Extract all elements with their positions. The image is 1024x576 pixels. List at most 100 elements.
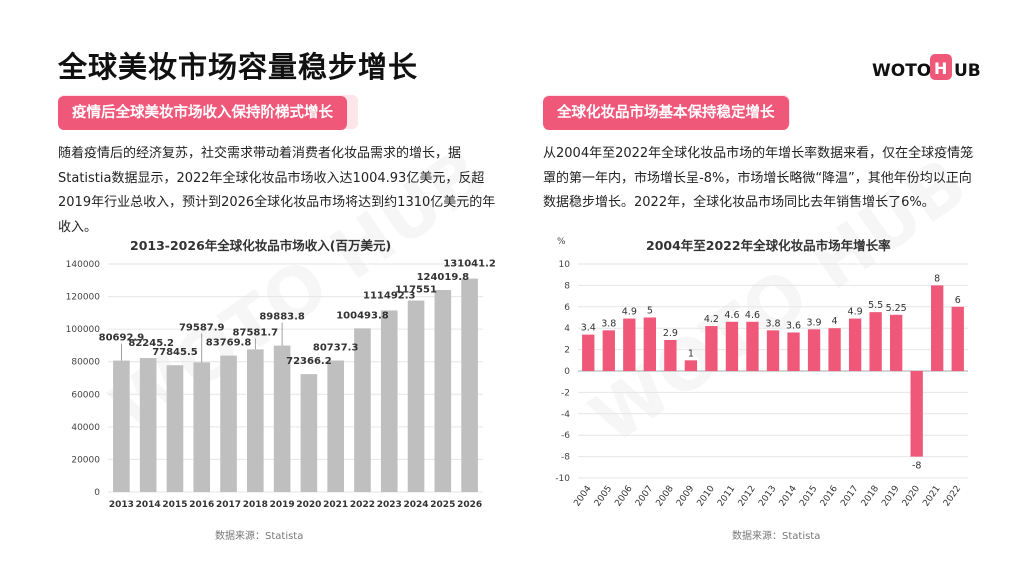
y-tick-label: 20000 [71, 455, 100, 465]
data-label: 79587.9 [179, 322, 225, 333]
growth-bar [931, 285, 944, 371]
x-tick-label: 2019 [270, 500, 295, 510]
y-unit-label: % [557, 237, 566, 247]
x-tick-label: 2011 [716, 484, 737, 508]
growth-bar [910, 371, 923, 457]
data-label: 6 [955, 295, 961, 306]
x-tick-label: 2019 [880, 484, 901, 509]
data-label: 124019.8 [417, 272, 470, 283]
data-label: 1 [688, 348, 694, 359]
data-label: 4 [832, 316, 838, 327]
revenue-bar [327, 360, 344, 492]
revenue-bar [273, 345, 291, 492]
growth-bar [807, 329, 821, 371]
x-tick-label: 2016 [819, 484, 840, 509]
growth-bar [848, 318, 862, 371]
data-label: 100493.8 [336, 310, 389, 321]
growth-bar [623, 318, 636, 371]
y-tick-label: 120000 [66, 293, 101, 303]
y-tick-label: 8 [564, 281, 570, 291]
data-label: 3.6 [786, 320, 801, 331]
x-tick-label: 2014 [778, 484, 799, 509]
x-tick-label: 2009 [675, 484, 696, 509]
x-tick-label: 2026 [457, 500, 482, 510]
revenue-bar [407, 300, 425, 492]
x-tick-label: 2020 [296, 500, 321, 510]
y-tick-label: -10 [555, 474, 570, 484]
growth-bar [664, 339, 677, 371]
right-source-note: 数据来源：Statista [732, 531, 821, 542]
data-label: 3.8 [601, 318, 616, 329]
revenue-bar [247, 349, 264, 492]
data-label: 3.9 [806, 317, 821, 328]
data-label: 111492.3 [363, 290, 416, 301]
growth-bar [643, 317, 656, 371]
growth-bar [890, 314, 903, 371]
revenue-bar [220, 355, 237, 492]
revenue-chart-title: 2013-2026年全球化妆品市场收入(百万美元) [130, 238, 392, 253]
data-label: 4.6 [724, 310, 739, 321]
svg-text:WOTO: WOTO [872, 61, 931, 81]
y-tick-label: -2 [561, 388, 570, 398]
data-label: 83769.8 [206, 338, 252, 349]
data-label: 80692.9 [99, 333, 145, 344]
revenue-bar [300, 374, 318, 492]
data-label: 5.25 [886, 303, 907, 314]
revenue-bar [139, 358, 157, 492]
y-tick-label: 140000 [66, 260, 101, 270]
growth-bar [787, 332, 800, 371]
revenue-bar [193, 362, 211, 492]
data-label: 82245.2 [128, 338, 174, 349]
left-section-pill: 疫情后全球美妆市场收入保持阶梯式增长 [58, 95, 358, 130]
data-label: 117551 [395, 285, 437, 296]
x-tick-label: 2018 [243, 500, 268, 510]
revenue-bar [354, 328, 371, 492]
growth-bar [705, 326, 718, 371]
y-tick-label: 80000 [71, 358, 100, 368]
x-tick-label: 2021 [323, 500, 348, 510]
data-label: -8 [912, 461, 921, 472]
x-tick-label: 2023 [377, 500, 402, 510]
x-tick-label: 2015 [798, 484, 819, 508]
data-label: 5.5 [868, 300, 883, 311]
y-tick-label: 2 [564, 346, 570, 356]
revenue-bar [461, 278, 478, 492]
y-tick-label: 0 [564, 367, 570, 377]
x-tick-label: 2025 [430, 500, 455, 510]
data-label: 2.9 [663, 328, 678, 339]
left-source-note: 数据来源：Statista [215, 531, 304, 542]
x-tick-label: 2021 [921, 484, 942, 508]
growth-bar [684, 360, 698, 371]
right-pill-label: 全球化妆品市场基本保持稳定增长 [543, 96, 789, 130]
x-tick-label: 2016 [189, 500, 214, 510]
data-label: 87581.7 [233, 327, 279, 338]
revenue-bar-chart: 0 20000 40000 60000 80000 100000 120000 140000 2… [66, 259, 496, 510]
data-label: 4.9 [622, 307, 637, 318]
data-label: 4.2 [704, 314, 719, 325]
data-label: 4.9 [848, 307, 863, 318]
growth-bar [766, 330, 780, 371]
growth-bar [582, 334, 595, 371]
x-tick-label: 2020 [901, 484, 922, 509]
y-tick-label: 60000 [71, 390, 100, 400]
x-tick-label: 2022 [350, 500, 375, 510]
x-tick-label: 2006 [613, 484, 634, 509]
x-tick-label: 2008 [654, 484, 675, 509]
y-tick-label: 40000 [71, 423, 100, 433]
y-tick-label: 0 [94, 488, 100, 498]
x-tick-label: 2013 [109, 500, 134, 510]
data-label: 89883.8 [259, 312, 305, 323]
x-tick-label: 2014 [136, 500, 161, 510]
growth-chart-title: 2004年至2022年全球化妆品市场年增长率 [646, 238, 891, 253]
y-tick-label: 100000 [66, 325, 101, 335]
y-tick-label: -8 [561, 453, 570, 463]
revenue-bar [166, 365, 184, 492]
growth-rate-bar-chart: % -10 -8 -6 -4 -2 0 2 4 6 8 10 3.4 2004 3.8 2005 4.9 2006… [555, 237, 968, 509]
svg-text:UB: UB [954, 61, 981, 81]
data-label: 77845.5 [152, 347, 198, 358]
data-label: 3.8 [765, 318, 780, 329]
data-label: 72366.2 [286, 356, 332, 367]
x-tick-label: 2024 [404, 500, 429, 510]
revenue-bar [113, 360, 130, 492]
y-tick-label: 10 [559, 260, 571, 270]
